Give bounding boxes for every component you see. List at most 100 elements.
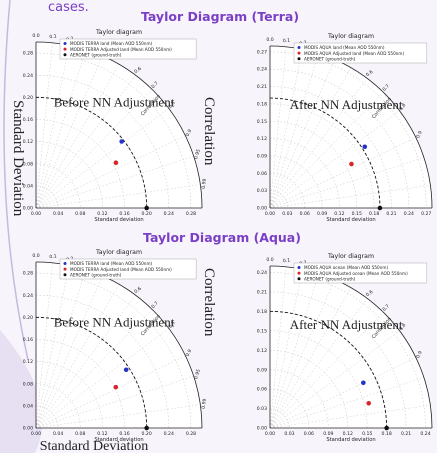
corr-tick-label: 0.7 xyxy=(381,83,390,92)
corr-tick-label: 0.1 xyxy=(283,257,291,264)
corr-tick-label: 0.95 xyxy=(193,148,202,160)
legend-marker xyxy=(63,262,67,265)
corr-tick-label: 0.8 xyxy=(167,100,176,110)
corr-grid-line xyxy=(269,357,416,429)
x-tick-label: 0.28 xyxy=(186,211,196,217)
corr-grid-line xyxy=(269,67,352,209)
overlay-adjustment-label: Before NN Adjustment xyxy=(54,315,175,330)
std-grid-ring xyxy=(269,51,427,209)
overlay-adjustment-label: Before NN Adjustment xyxy=(54,95,175,110)
x-tick-label: 0.20 xyxy=(142,431,152,437)
corr-grid-line xyxy=(269,269,303,429)
top-fragment-text: cases. xyxy=(48,0,89,15)
data-point-red xyxy=(349,161,354,167)
bottom-label-std-deviation: Standard Deviation xyxy=(40,439,148,453)
x-tick-label: 0.12 xyxy=(97,211,107,217)
corr-tick-label: 0.1 xyxy=(49,254,57,261)
legend-marker xyxy=(297,46,301,49)
legend-entry: MODIS TERRA Adjusted land (Mean AOD 550n… xyxy=(70,47,172,52)
data-point-red xyxy=(113,160,119,166)
x-tick-label: 0.00 xyxy=(31,211,41,217)
corr-tick-label: 0.7 xyxy=(150,300,159,309)
corr-tick-label: 0.7 xyxy=(150,80,159,89)
data-point-black xyxy=(144,205,149,211)
corr-grid-line xyxy=(269,157,424,209)
y-tick-label: 0.04 xyxy=(23,403,33,409)
legend-entry: MODIS AQUA Adjusted ocean (Mean AOD 550n… xyxy=(304,271,408,276)
y-tick-label: 0.27 xyxy=(257,49,267,55)
plot-background xyxy=(270,46,432,208)
corr-grid-line xyxy=(269,266,287,429)
corr-tick-label: 0.6 xyxy=(133,66,143,75)
y-tick-label: 0.20 xyxy=(23,95,33,101)
y-tick-label: 0.09 xyxy=(257,154,267,160)
corr-grid-line xyxy=(269,110,400,209)
data-point-blue xyxy=(119,139,124,144)
y-tick-label: 0.24 xyxy=(23,293,33,299)
corr-tick-label: 0.9 xyxy=(185,348,194,357)
plot-background xyxy=(36,42,202,208)
panel-title: Taylor diagram xyxy=(95,29,142,36)
panel-xlabel: Standard deviation xyxy=(94,217,143,223)
corr-grid-line xyxy=(269,53,319,209)
x-tick-label: 0.12 xyxy=(343,431,353,437)
corr-grid-line xyxy=(269,298,368,429)
y-tick-label: 0.00 xyxy=(23,206,33,212)
data-point-blue xyxy=(361,380,366,386)
taylor-panel-terra-after: 0.000.00 0.03 0.03 0.06 0.06 0.09 0.09 0.12 0.12… xyxy=(257,33,433,223)
terra-section-title: Taylor Diagram (Terra) xyxy=(141,9,299,24)
legend-marker xyxy=(297,266,301,269)
x-tick-label: 0.04 xyxy=(53,211,63,217)
y-tick-label: 0.03 xyxy=(257,406,267,412)
y-tick-label: 0.15 xyxy=(257,328,267,334)
plot-background xyxy=(270,266,432,428)
y-tick-label: 0.12 xyxy=(23,139,33,145)
corr-tick-label: 0.99 xyxy=(201,398,208,409)
aqua-section-title: Taylor Diagram (Aqua) xyxy=(143,230,301,245)
panel-title: Taylor diagram xyxy=(327,33,374,40)
taylor-panel-terra-before: 0.000.00 0.04 0.04 0.08 0.08 0.12 0.12 0.16 0.16… xyxy=(23,29,208,223)
x-tick-label: 0.04 xyxy=(53,431,63,437)
corr-tick-label: 0.6 xyxy=(365,69,375,78)
legend-marker xyxy=(63,42,67,45)
reference-arc xyxy=(35,96,148,209)
data-point-red xyxy=(366,400,371,406)
overlay-adjustment-label: After NN Adjustment xyxy=(290,97,403,112)
x-tick-label: 0.21 xyxy=(401,431,411,437)
corr-tick-label: 0.0 xyxy=(32,253,39,259)
x-tick-label: 0.09 xyxy=(317,211,327,217)
legend-marker xyxy=(63,267,67,271)
x-tick-label: 0.08 xyxy=(75,431,85,437)
y-tick-label: 0.16 xyxy=(23,117,33,123)
corr-grid-line xyxy=(269,273,319,429)
data-point-blue xyxy=(362,144,368,150)
decor-arc xyxy=(3,0,29,361)
corr-grid-line xyxy=(269,59,336,209)
legend-entry: AERONET (ground-truth) xyxy=(304,56,356,61)
panel-xlabel: Standard deviation xyxy=(94,437,143,443)
y-tick-label: 0.24 xyxy=(257,270,267,276)
corr-tick-label: 0.8 xyxy=(398,102,407,112)
x-tick-label: 0.00 xyxy=(265,211,275,217)
panel-xlabel: Standard deviation xyxy=(326,437,375,443)
x-tick-label: 0.24 xyxy=(164,431,174,437)
corr-tick-label: 0.6 xyxy=(365,289,375,298)
x-tick-label: 0.20 xyxy=(142,211,152,217)
y-tick-label: 0.03 xyxy=(257,188,267,194)
std-grid-ring xyxy=(269,190,288,209)
side-label-correlation-bottom: Correlation xyxy=(201,268,217,337)
corr-tick-label: 0.95 xyxy=(193,368,202,380)
y-tick-label: 0.21 xyxy=(257,290,267,296)
y-tick-label: 0.12 xyxy=(257,348,267,354)
corr-grid-line xyxy=(269,184,431,209)
x-tick-label: 0.15 xyxy=(362,431,372,437)
y-tick-label: 0.24 xyxy=(23,73,33,79)
corr-tick-label: 0.0 xyxy=(266,37,273,43)
y-tick-label: 0.00 xyxy=(257,206,267,212)
std-grid-ring xyxy=(269,408,290,429)
taylor-panel-aqua-after: 0.000.00 0.03 0.03 0.06 0.06 0.09 0.09 0.12 0.12… xyxy=(257,253,433,443)
y-tick-label: 0.04 xyxy=(23,183,33,189)
reference-arc xyxy=(269,310,388,429)
x-tick-label: 0.16 xyxy=(119,431,129,437)
std-grid-ring xyxy=(35,361,103,429)
